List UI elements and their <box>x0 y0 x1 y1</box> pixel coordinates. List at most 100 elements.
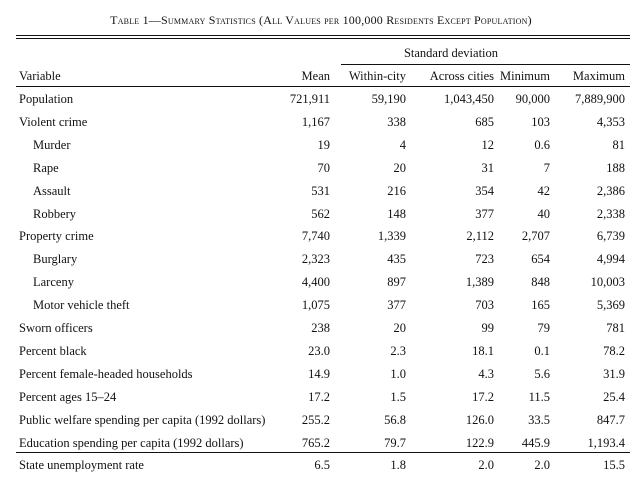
cell-across-cities: 723 <box>475 252 494 267</box>
cell-across-cities: 377 <box>475 206 494 221</box>
cell-within-city: 79.7 <box>384 435 406 450</box>
table-row: Percent black 23.0 2.3 18.1 0.1 78.2 <box>0 343 642 365</box>
cell-maximum: 5,369 <box>596 298 625 313</box>
column-header-minimum: Minimum <box>499 69 550 83</box>
column-header-across-cities: Across cities <box>429 69 494 83</box>
cell-within-city: 1,339 <box>377 229 406 244</box>
cell-within-city: 1.5 <box>390 389 406 404</box>
row-label: Robbery <box>33 206 77 221</box>
cell-minimum: 0.6 <box>534 137 550 152</box>
cell-within-city: 20 <box>393 321 407 335</box>
cell-maximum: 7,889,900 <box>575 92 625 106</box>
cell-minimum: 11.5 <box>528 389 550 404</box>
cell-maximum: 81 <box>612 137 626 152</box>
row-label: Rape <box>33 160 59 175</box>
cell-maximum: 10,003 <box>590 275 625 290</box>
cell-across-cities: 1,389 <box>465 275 494 290</box>
cell-minimum: 848 <box>531 275 550 290</box>
cell-minimum: 42 <box>537 183 551 198</box>
cell-mean: 1,167 <box>301 114 330 129</box>
cell-across-cities: 122.9 <box>465 435 494 450</box>
cell-mean: 17.2 <box>308 389 330 404</box>
cell-within-city: 4 <box>399 137 406 152</box>
cell-across-cities: 18.1 <box>472 343 494 358</box>
cell-mean: 721,911 <box>289 92 330 106</box>
cell-across-cities: 126.0 <box>465 412 494 427</box>
row-label: Burglary <box>33 252 78 267</box>
cell-minimum: 0.1 <box>534 343 550 358</box>
column-header-maximum: Maximum <box>572 69 625 83</box>
cell-mean: 531 <box>311 183 330 198</box>
cell-within-city: 1.0 <box>390 366 406 381</box>
cell-across-cities: 354 <box>475 183 494 198</box>
cell-maximum: 4,353 <box>596 114 625 129</box>
cell-across-cities: 4.3 <box>478 366 494 381</box>
spanner-rule <box>341 64 630 65</box>
cell-mean: 6.5 <box>314 458 330 473</box>
cell-within-city: 435 <box>387 252 406 267</box>
row-label: Property crime <box>19 229 94 244</box>
cell-across-cities: 31 <box>481 160 495 175</box>
cell-minimum: 445.9 <box>521 435 550 450</box>
standard-deviation-spanner: Standard deviation <box>403 46 499 60</box>
column-header-within-city: Within-city <box>348 69 406 83</box>
table-row: Public welfare spending per capita (1992… <box>0 412 642 434</box>
table-row: Violent crime 1,167 338 685 103 4,353 <box>0 114 642 136</box>
table-row: Assault 531 216 354 42 2,386 <box>0 183 642 205</box>
cell-mean: 14.9 <box>308 366 330 381</box>
cell-mean: 562 <box>311 206 330 221</box>
cell-mean: 2,323 <box>301 252 330 267</box>
cell-maximum: 25.4 <box>603 389 625 404</box>
table-row: Percent female-headed households 14.9 1.0 4… <box>0 366 642 388</box>
cell-across-cities: 12 <box>481 137 495 152</box>
cell-minimum: 79 <box>537 321 551 335</box>
row-label: Murder <box>33 137 71 152</box>
cell-minimum: 165 <box>531 298 550 313</box>
row-label: Violent crime <box>19 114 88 129</box>
row-label: Public welfare spending per capita (1992… <box>19 412 266 427</box>
top-rule <box>16 35 630 36</box>
row-label: Sworn officers <box>19 321 93 335</box>
table-row: Property crime 7,740 1,339 2,112 2,707 6,739 <box>0 228 642 250</box>
column-header-variable: Variable <box>19 69 61 83</box>
cell-across-cities: 99 <box>481 321 495 335</box>
table-row: Education spending per capita (1992 doll… <box>0 435 642 457</box>
cell-minimum: 103 <box>531 114 550 129</box>
table-row: Population 721,911 59,190 1,043,450 90,000 7,… <box>0 91 642 113</box>
cell-within-city: 1.8 <box>390 458 406 473</box>
cell-across-cities: 2,112 <box>466 229 494 244</box>
row-label: Population <box>19 92 74 106</box>
cell-within-city: 2.3 <box>390 343 406 358</box>
table-row: Sworn officers 238 20 99 79 781 <box>0 320 642 342</box>
cell-mean: 255.2 <box>301 412 330 427</box>
cell-minimum: 2.0 <box>534 458 550 473</box>
cell-mean: 765.2 <box>301 435 330 450</box>
cell-maximum: 188 <box>606 160 625 175</box>
cell-within-city: 59,190 <box>371 92 406 106</box>
cell-mean: 70 <box>317 160 331 175</box>
row-label: Education spending per capita (1992 doll… <box>19 435 244 450</box>
table-row: Murder 19 4 12 0.6 81 <box>0 137 642 159</box>
cell-mean: 23.0 <box>308 343 330 358</box>
cell-within-city: 897 <box>387 275 406 290</box>
cell-within-city: 338 <box>387 114 406 129</box>
cell-maximum: 78.2 <box>603 343 625 358</box>
cell-minimum: 2,707 <box>521 229 550 244</box>
cell-maximum: 847.7 <box>596 412 625 427</box>
row-label: Assault <box>33 183 71 198</box>
table-row: State unemployment rate 6.5 1.8 2.0 2.0 15.5 <box>0 457 642 479</box>
row-label: Percent ages 15–24 <box>19 389 117 404</box>
column-header-mean: Mean <box>301 69 330 83</box>
cell-maximum: 6,739 <box>596 229 625 244</box>
cell-minimum: 5.6 <box>534 366 550 381</box>
cell-maximum: 31.9 <box>603 366 625 381</box>
cell-minimum: 7 <box>543 160 550 175</box>
table-row: Rape 70 20 31 7 188 <box>0 160 642 182</box>
cell-maximum: 2,386 <box>596 183 625 198</box>
cell-within-city: 216 <box>387 183 406 198</box>
cell-mean: 4,400 <box>301 275 330 290</box>
cell-maximum: 15.5 <box>603 458 625 473</box>
cell-across-cities: 685 <box>475 114 494 129</box>
cell-minimum: 40 <box>537 206 551 221</box>
cell-within-city: 20 <box>393 160 407 175</box>
